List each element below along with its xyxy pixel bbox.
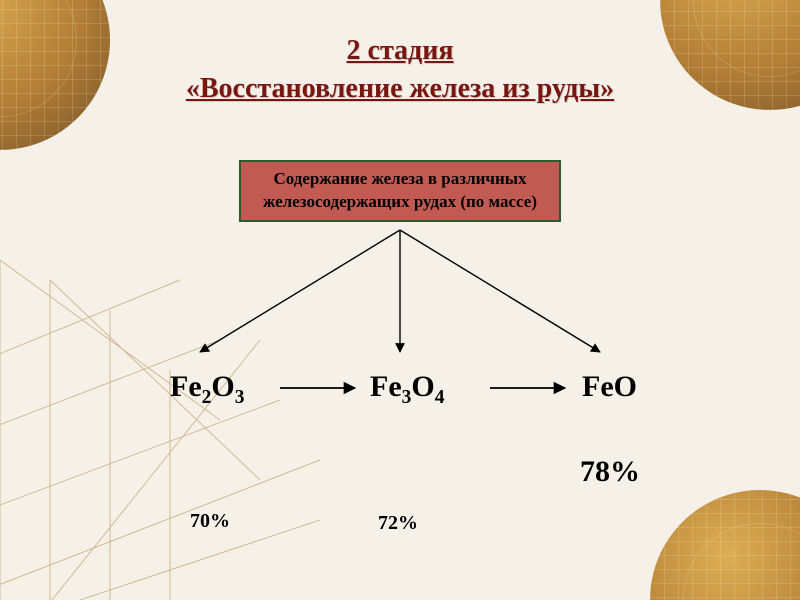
percent-fe2o3: 70% (190, 510, 230, 533)
percent-feo: 78% (580, 455, 640, 489)
percent-fe3o4: 72% (378, 512, 418, 535)
slide: 2 стадия «Восстановление железа из руды»… (0, 0, 800, 600)
horizontal-arrows (0, 0, 800, 600)
